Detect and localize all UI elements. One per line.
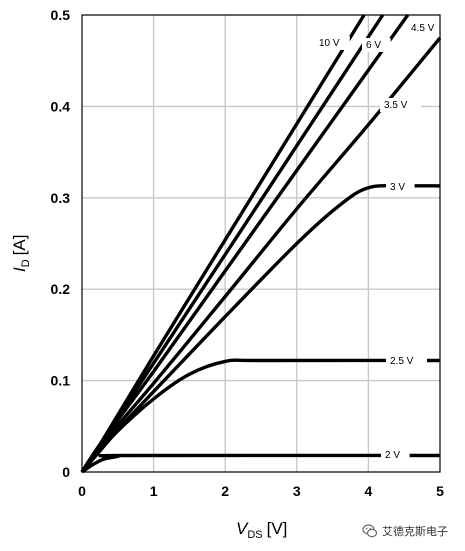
series-line-6Vv (80, 14, 385, 473)
tick-labels: 0 1 2 3 4 5 0 0.1 0.2 0.3 0.4 0.5 (51, 7, 445, 499)
x-tick-label: 0 (78, 483, 86, 499)
watermark: 艾德克斯电子 (362, 520, 448, 542)
x-tick-label: 3 (293, 483, 301, 499)
y-tick-label: 0.5 (51, 7, 71, 23)
x-tick-label: 1 (150, 483, 158, 499)
curve-label: 10 V (319, 38, 340, 49)
wechat-icon (362, 524, 378, 538)
plot-frame (81, 14, 441, 473)
curve-label: 3 V (390, 182, 405, 193)
series-line-2Vv (81, 453, 441, 474)
curve-label-bg (386, 354, 427, 368)
y-tick-label: 0.4 (51, 98, 71, 114)
x-tick-label: 2 (221, 483, 229, 499)
curve-labels: 10 V 6 V 4.5 V 3.5 V 3 V 2.5 V 2 V (315, 21, 448, 462)
curve-label: 2 V (385, 450, 400, 461)
y-tick-label: 0.3 (51, 190, 71, 206)
series-line-2-5Vv (80, 358, 441, 474)
watermark-text: 艾德克斯电子 (382, 526, 448, 538)
curve-label-bg (381, 448, 410, 462)
x-tick-label: 5 (436, 483, 444, 499)
curve-label-bg (315, 36, 350, 50)
series-line-3Vv (80, 184, 441, 474)
series-line-3-5Vv (80, 36, 442, 473)
curve-label: 4.5 V (411, 23, 435, 34)
x-tick-label: 4 (365, 483, 373, 499)
y-tick-label: 0.1 (51, 373, 71, 389)
curve-label-bg (362, 38, 391, 52)
curve-label: 3.5 V (384, 100, 408, 111)
y-tick-label: 0 (62, 464, 70, 480)
y-axis-title: ID [A] (10, 235, 32, 272)
x-axis-title-sub: DS (247, 529, 262, 541)
curves (80, 14, 442, 474)
y-axis-title-main: I (10, 267, 29, 272)
x-axis-title-main: V (236, 519, 249, 538)
curve-label: 2.5 V (390, 356, 414, 367)
series-line-4-5Vv (80, 14, 410, 473)
y-axis-title-sub: D (20, 259, 32, 267)
y-axis-title-unit: [A] (10, 235, 29, 256)
curve-label-bg (407, 21, 448, 35)
curve-label: 6 V (366, 40, 381, 51)
curve-label-bg (380, 98, 421, 112)
y-tick-label: 0.2 (51, 281, 71, 297)
series-line-10Vv (80, 14, 366, 473)
curve-label-bg (386, 180, 415, 194)
x-axis-title: VDS [V] (236, 519, 287, 541)
x-axis-title-unit: [V] (267, 519, 288, 538)
